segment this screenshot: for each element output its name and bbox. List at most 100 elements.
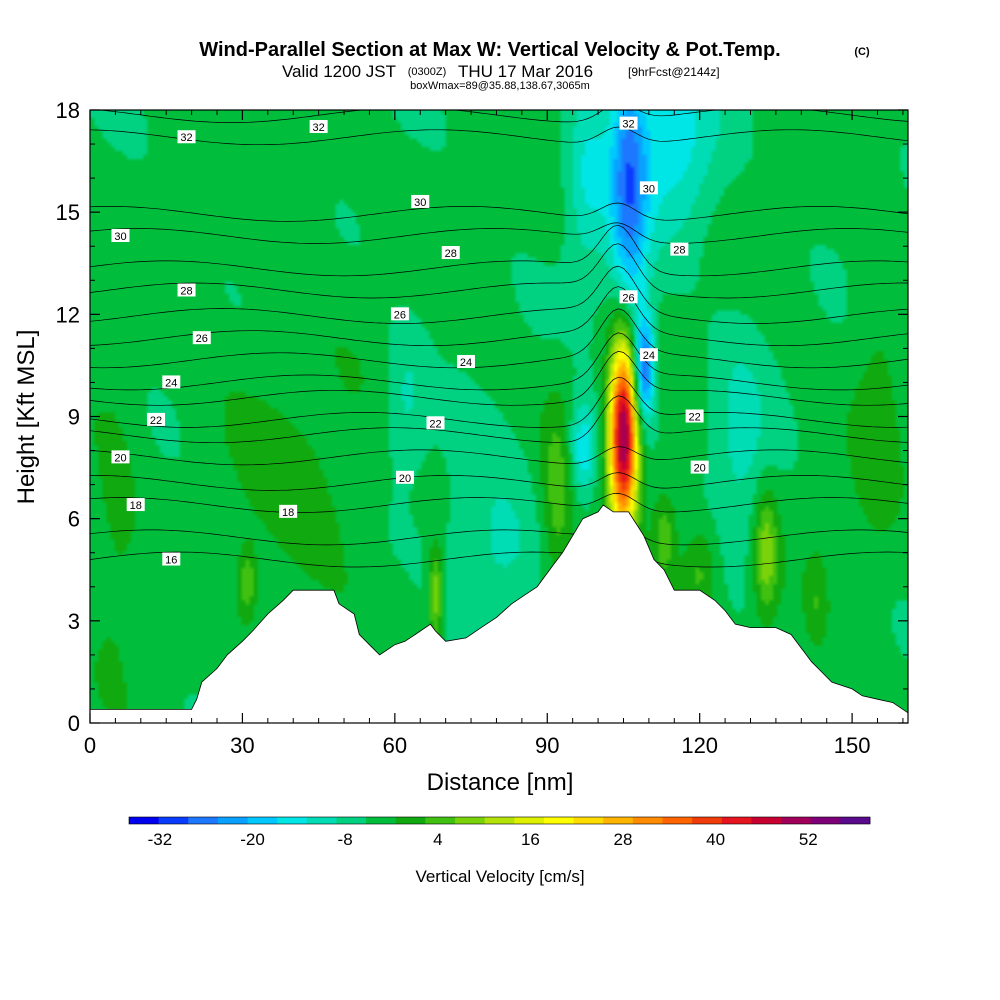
colorbar-swatch <box>188 817 219 824</box>
subtitle-date: THU 17 Mar 2016 <box>458 62 593 81</box>
theta-contour-minor <box>90 395 908 444</box>
theta-contour-minor <box>90 265 908 324</box>
contour-label-text: 30 <box>643 183 655 195</box>
contour-label: 18 <box>279 504 298 519</box>
contour-label: 24 <box>456 355 475 369</box>
colorbar-swatch <box>217 817 248 824</box>
contour-label: 22 <box>147 412 166 427</box>
subtitle-valid: Valid 1200 JST <box>282 62 396 81</box>
colorbar-swatch <box>366 817 397 824</box>
colorbar-swatch <box>455 817 486 824</box>
colorbar-frame <box>128 816 871 825</box>
subtitle-forecast: [9hrFcst@2144z] <box>628 65 720 79</box>
theta-contour <box>90 286 908 347</box>
theta-contour-minor <box>95 110 908 123</box>
box-note: boxWmax=89@35.88,138.67,3065m <box>410 80 590 92</box>
theta-contour <box>90 126 908 146</box>
contour-label: 30 <box>639 181 658 195</box>
contour-label: 32 <box>619 116 638 131</box>
colorbar-swatch <box>662 817 693 824</box>
colorbar-swatch <box>395 817 426 824</box>
contour-label-text: 28 <box>180 285 192 297</box>
colorbar-swatch <box>336 817 367 824</box>
potential-temperature-contours <box>90 110 908 568</box>
contour-label-text: 20 <box>399 473 411 485</box>
theta-contour-minor <box>90 224 908 277</box>
y-tick-label: 3 <box>68 609 80 634</box>
contour-label-text: 30 <box>414 197 426 209</box>
y-tick-label: 18 <box>56 98 80 123</box>
contour-label: 24 <box>162 375 181 389</box>
contour-label: 22 <box>685 409 704 424</box>
contour-label: 28 <box>441 246 460 260</box>
colorbar-tick-label: 4 <box>433 830 442 849</box>
y-axis-ticks: 0 3 6 9 12 15 18 <box>56 98 908 736</box>
colorbar-swatch <box>632 817 663 824</box>
contour-label: 28 <box>670 242 689 257</box>
colorbar-swatch <box>781 817 812 824</box>
theta-contour-minor <box>90 308 908 369</box>
contour-label-text: 24 <box>643 350 655 362</box>
y-tick-label: 6 <box>68 507 80 532</box>
contour-label-text: 32 <box>313 122 325 134</box>
theta-contour <box>90 222 908 244</box>
contour-label-text: 20 <box>694 463 706 475</box>
x-axis-label: Distance [nm] <box>427 769 574 796</box>
contour-label: 18 <box>126 498 145 512</box>
contour-label-text: 16 <box>165 555 177 567</box>
chart-title: Wind-Parallel Section at Max W: Vertical… <box>199 39 780 61</box>
y-tick-label: 0 <box>68 711 80 736</box>
contour-label-text: 26 <box>196 333 208 345</box>
colorbar-tick-label: 52 <box>799 830 818 849</box>
x-tick-label: 120 <box>681 733 718 758</box>
contour-label-text: 32 <box>180 132 192 144</box>
x-tick-label: 30 <box>230 733 254 758</box>
contour-label-text: 30 <box>114 231 126 243</box>
y-tick-label: 15 <box>56 200 80 225</box>
colorbar-swatch <box>692 817 723 824</box>
theta-contour-minor <box>90 202 908 222</box>
colorbar-tick-label: -32 <box>148 830 173 849</box>
subtitle-utc: (0300Z) <box>408 66 447 78</box>
contour-label: 30 <box>411 194 430 209</box>
theta-contour-minor <box>90 350 908 406</box>
colorbar-tick-label: -8 <box>338 830 353 849</box>
theta-contour <box>90 493 908 513</box>
contour-label: 20 <box>396 470 415 485</box>
x-tick-label: 60 <box>383 733 407 758</box>
theta-contour <box>90 332 908 391</box>
theta-contour <box>90 540 908 568</box>
colorbar-swatch <box>543 817 574 824</box>
contour-label: 20 <box>690 460 709 475</box>
theta-contour <box>90 376 908 428</box>
contour-label-text: 22 <box>429 418 441 430</box>
colorbar-swatch <box>247 817 278 824</box>
colorbar-tick-label: 16 <box>521 830 540 849</box>
contour-labels: 16 18 18 20 20 20 22 22 22 24 24 24 26 26 26 28 28 28 30 30… <box>111 116 709 567</box>
contour-label: 30 <box>111 229 130 243</box>
colorbar-swatch <box>603 817 634 824</box>
colorbar-swatch <box>425 817 456 824</box>
contour-label-text: 28 <box>445 248 457 260</box>
y-tick-label: 9 <box>68 405 80 430</box>
contour-label-text: 24 <box>460 357 472 369</box>
contour-label: 32 <box>177 130 196 144</box>
colorbar-tick-label: 28 <box>614 830 633 849</box>
x-tick-label: 90 <box>535 733 559 758</box>
contour-label-text: 22 <box>688 412 700 424</box>
contour-label-text: 18 <box>130 500 142 512</box>
contour-label: 26 <box>192 331 211 345</box>
contour-label: 26 <box>390 307 409 321</box>
colorbar-swatch <box>751 817 782 824</box>
colorbar-swatch <box>573 817 604 824</box>
y-tick-label: 12 <box>56 302 80 327</box>
x-tick-label: 0 <box>84 733 96 758</box>
colorbar-swatch <box>810 817 841 824</box>
contour-label-text: 26 <box>394 309 406 321</box>
colorbar-swatch <box>129 817 160 824</box>
colorbar-swatch <box>484 817 515 824</box>
colorbar-label: Vertical Velocity [cm/s] <box>415 867 584 886</box>
colorbar: -32 -20 -8 4 16 28 40 52 <box>128 816 871 849</box>
